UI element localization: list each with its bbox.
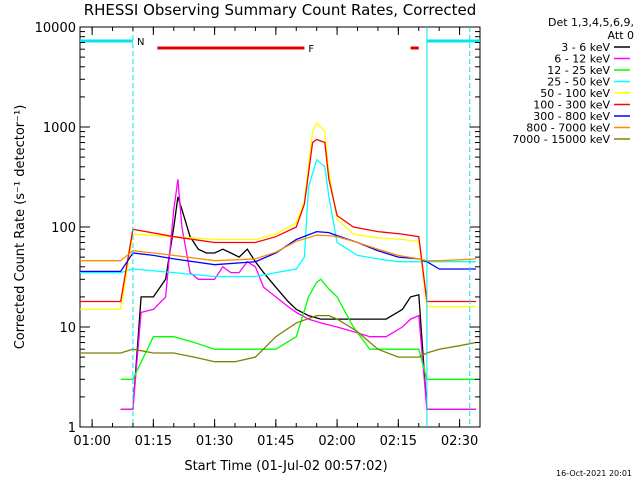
legend-label-3: 25 - 50 keV [547,76,610,89]
x-tick-label-3: 01:45 [257,434,294,449]
flag-layer: NF [80,37,480,55]
legend-label-5: 100 - 300 keV [533,99,610,112]
series-line-2 [120,278,476,380]
y-tick-label-3: 1000 [43,121,76,136]
x-tick-label-4: 02:00 [318,434,355,449]
y-tick-label-4: 10000 [35,21,76,36]
chart-title: RHESSI Observing Summary Count Rates, Co… [84,1,477,19]
x-tick-label-6: 02:30 [441,434,478,449]
x-tick-label-0: 01:00 [73,434,110,449]
x-axis-label: Start Time (01-Jul-02 00:57:02) [184,459,387,474]
x-tick-label-2: 01:30 [196,434,233,449]
series-layer [79,121,477,411]
series-line-1 [120,179,476,411]
series-line-8 [79,314,477,363]
legend-title-line-2: Att 0 [608,29,634,42]
series-line-5 [79,138,476,303]
legend-label-1: 6 - 12 keV [554,53,610,66]
flag-label-f: F [308,44,314,55]
legend-label-6: 300 - 800 keV [533,110,610,123]
series-line-6 [79,230,476,273]
legend-label-0: 3 - 6 keV [561,41,610,54]
y-tick-label-0: 1 [68,421,76,436]
plot-frame [79,26,481,428]
legend-label-2: 12 - 25 keV [547,64,610,77]
y-axis: 1 10 100 1000 10000 [35,21,480,436]
plot-area: NF [79,26,481,428]
flag-label-n: N [137,37,144,48]
timestamp-footer: 16-Oct-2021 20:01 [556,469,632,478]
y-tick-label-2: 100 [51,221,76,236]
x-axis: 01:00 01:15 01:30 01:45 02:00 02:15 02:30 [73,27,481,449]
series-line-4 [79,121,476,311]
series-line-7 [79,234,476,262]
legend-label-8: 7000 - 15000 keV [512,133,610,146]
legend-label-4: 50 - 100 keV [540,87,610,100]
legend-title-line-1: Det 1,3,4,5,6,9, [548,16,634,29]
legend-label-7: 800 - 7000 keV [526,122,610,135]
series-line-3 [79,158,476,278]
x-tick-label-5: 02:15 [380,434,417,449]
attenuator-vlines [132,27,471,427]
x-tick-label-1: 01:15 [135,434,172,449]
series-line-0 [120,196,476,411]
y-axis-label: Corrected Count Rate (s⁻¹ detector⁻¹) [13,105,28,350]
y-tick-label-1: 10 [59,321,76,336]
